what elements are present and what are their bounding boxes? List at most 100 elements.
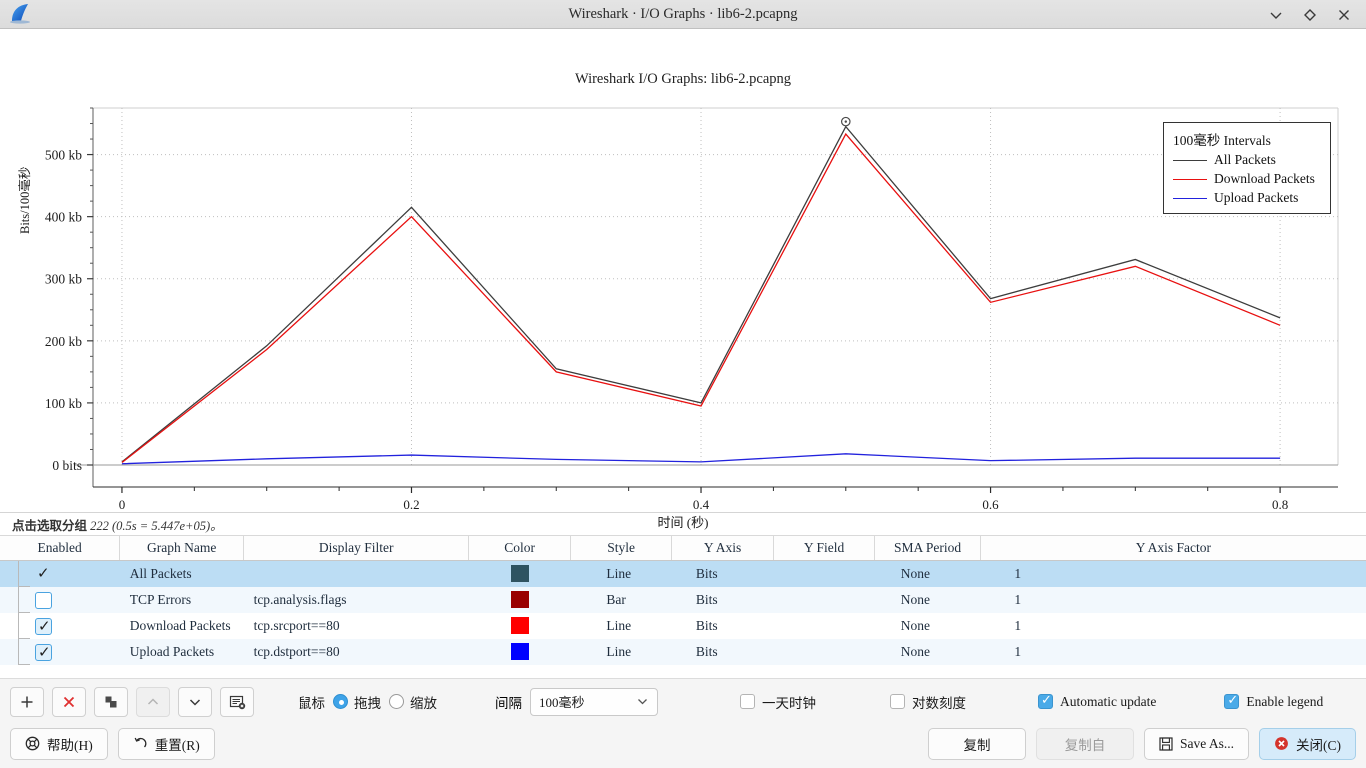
chart-canvas[interactable]: 0 bits 100 kb 200 kb 300 kb 400 kb 500 kb 0 0.2… [0,29,1366,513]
cell-y-field[interactable] [773,638,875,665]
cell-y-axis[interactable]: Bits [671,612,774,639]
move-down-button[interactable] [178,686,212,717]
cell-y-axis-factor[interactable]: 1 [980,638,1366,665]
cell-y-axis-factor[interactable]: 1 [980,586,1366,613]
enabled-checkbox[interactable] [35,591,52,609]
column-header-y-field[interactable]: Y Field [773,535,876,561]
cell-style[interactable]: Bar [570,586,672,613]
column-header-enabled[interactable]: Enabled [0,535,121,561]
color-swatch[interactable] [510,591,529,609]
cell-y-axis-factor[interactable]: 1 [980,612,1366,639]
enable-legend-checkbox-group[interactable]: Enable legend [1224,693,1324,710]
reset-button[interactable]: 重置(R) [117,727,215,760]
cell-enabled[interactable]: ✓ [0,638,120,665]
delete-graph-button[interactable] [52,686,86,717]
cell-color[interactable] [468,560,571,587]
cell-style[interactable]: Line [570,638,672,665]
cell-graph-name[interactable]: Download Packets [119,612,244,639]
tree-branch-line [18,612,30,639]
color-swatch[interactable] [510,565,529,583]
cell-y-axis[interactable]: Bits [671,560,774,587]
interval-select[interactable]: 100毫秒 [530,687,658,716]
cell-style[interactable]: Line [570,612,672,639]
cell-graph-name[interactable]: TCP Errors [119,586,244,613]
duplicate-graph-button[interactable] [94,686,128,717]
column-header-y-axis-factor[interactable]: Y Axis Factor [980,535,1366,561]
graph-table[interactable]: Enabled Graph Name Display Filter Color … [0,535,1366,665]
enabled-checkbox[interactable]: ✓ [35,617,52,635]
column-header-y-axis[interactable]: Y Axis [671,535,774,561]
maximize-button[interactable] [1302,7,1318,23]
cell-display-filter[interactable] [243,560,469,587]
cell-enabled[interactable]: ✓ [0,560,120,587]
enabled-checkbox[interactable]: ✓ [35,565,52,583]
cell-y-field[interactable] [773,612,875,639]
close-button[interactable] [1336,7,1352,23]
cell-graph-name[interactable]: All Packets [119,560,244,587]
cell-sma-period[interactable]: None [874,560,981,587]
io-graph-plot[interactable]: Wireshark I/O Graphs: lib6-2.pcapng 0 bi… [0,29,1366,530]
cell-y-axis-factor[interactable]: 1 [980,560,1366,587]
automatic-update-label[interactable]: Automatic update [1060,693,1157,709]
cell-style[interactable]: Line [570,560,672,587]
enable-legend-label[interactable]: Enable legend [1246,693,1324,709]
copy-from-button[interactable]: 复制自 [1036,727,1134,760]
add-graph-button[interactable] [10,686,44,717]
color-swatch[interactable] [510,643,529,661]
move-up-button[interactable] [136,686,170,717]
interval-value: 100毫秒 [539,695,585,710]
radio-drag-label[interactable]: 拖拽 [354,695,381,711]
table-row[interactable]: ✓ All Packets Line Bits None 1 [0,560,1366,587]
cell-y-axis[interactable]: Bits [671,586,774,613]
close-dialog-button[interactable]: 关闭(C) [1259,727,1356,760]
help-button[interactable]: 帮助(H) [10,727,108,760]
copy-button[interactable]: 复制 [928,727,1026,760]
radio-drag[interactable] [333,694,348,709]
svg-text:400 kb: 400 kb [45,210,82,225]
cell-enabled[interactable] [0,586,120,613]
color-swatch[interactable] [510,617,529,635]
column-header-display-filter[interactable]: Display Filter [243,535,470,561]
table-row[interactable]: TCP Errors tcp.analysis.flags Bar Bits None 1 [0,586,1366,613]
svg-text:0.8: 0.8 [1272,497,1288,512]
enabled-checkbox[interactable]: ✓ [35,643,52,661]
cell-color[interactable] [468,612,571,639]
cell-display-filter[interactable]: tcp.dstport==80 [243,638,469,665]
cell-y-field[interactable] [773,560,875,587]
table-row[interactable]: ✓ Download Packets tcp.srcport==80 Line Bits… [0,612,1366,639]
column-header-graph-name[interactable]: Graph Name [119,535,245,561]
radio-zoom-label[interactable]: 缩放 [410,695,437,711]
cell-enabled[interactable]: ✓ [0,612,120,639]
cell-y-axis[interactable]: Bits [671,638,774,665]
enable-legend-checkbox[interactable] [1224,693,1240,709]
minimize-button[interactable] [1268,7,1284,23]
cell-color[interactable] [468,638,571,665]
cell-sma-period[interactable]: None [874,586,981,613]
column-header-color[interactable]: Color [468,535,571,561]
table-body[interactable]: ✓ All Packets Line Bits None 1 TCP Errors tcp.a… [0,560,1366,665]
log-scale-checkbox[interactable] [890,694,905,709]
cell-sma-period[interactable]: None [874,638,981,665]
close-circle-icon [1275,737,1288,750]
time-of-day-label[interactable]: 一天时钟 [762,695,816,711]
automatic-update-checkbox-group[interactable]: Automatic update [1038,693,1157,710]
column-header-style[interactable]: Style [570,535,673,561]
table-row[interactable]: ✓ Upload Packets tcp.dstport==80 Line Bits No… [0,638,1366,665]
cell-display-filter[interactable]: tcp.srcport==80 [243,612,469,639]
x-axis-title: 时间 (秒) [657,515,709,530]
cell-display-filter[interactable]: tcp.analysis.flags [243,586,469,613]
log-scale-label[interactable]: 对数刻度 [912,695,966,711]
clear-graphs-button[interactable] [220,686,254,717]
log-scale-checkbox-group[interactable]: 对数刻度 [890,692,966,712]
save-as-button[interactable]: Save As... [1144,727,1249,760]
radio-zoom[interactable] [389,694,404,709]
chart-legend: 100毫秒 Intervals All Packets Download Pac… [1163,122,1331,214]
cell-color[interactable] [468,586,571,613]
cell-graph-name[interactable]: Upload Packets [119,638,244,665]
cell-y-field[interactable] [773,586,875,613]
cell-sma-period[interactable]: None [874,612,981,639]
column-header-sma-period[interactable]: SMA Period [874,535,981,561]
time-of-day-checkbox-group[interactable]: 一天时钟 [740,692,816,712]
automatic-update-checkbox[interactable] [1038,693,1053,709]
time-of-day-checkbox[interactable] [740,694,755,709]
